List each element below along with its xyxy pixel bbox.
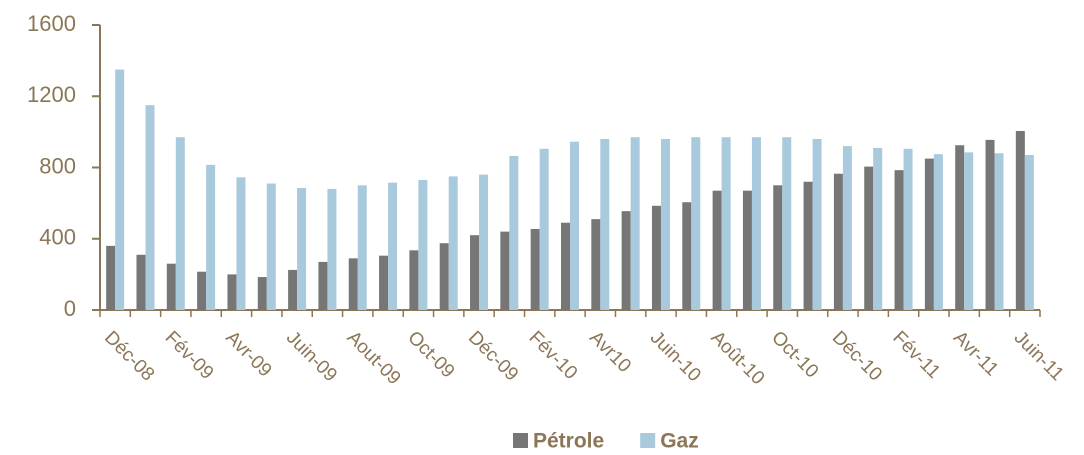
bar bbox=[166, 263, 176, 310]
bar bbox=[448, 176, 458, 310]
bar bbox=[903, 148, 913, 310]
bar bbox=[894, 170, 904, 310]
x-tick-label: Avr-09 bbox=[221, 327, 275, 381]
legend-label: Pétrole bbox=[533, 430, 604, 453]
bar bbox=[530, 228, 540, 310]
x-tick-label: Juin-11 bbox=[1010, 327, 1068, 385]
bar bbox=[570, 141, 579, 310]
bar bbox=[379, 255, 389, 310]
bar bbox=[833, 173, 843, 310]
x-tick-label: Juin-09 bbox=[282, 327, 341, 386]
bar bbox=[409, 250, 419, 310]
bar bbox=[561, 222, 570, 310]
y-tick-label: 400 bbox=[39, 225, 76, 250]
bar bbox=[236, 177, 246, 310]
bar bbox=[864, 166, 874, 310]
x-tick-label: Fév-11 bbox=[888, 327, 944, 383]
bar bbox=[115, 69, 125, 310]
bar bbox=[712, 190, 722, 310]
bar bbox=[357, 185, 367, 310]
bar bbox=[1015, 130, 1025, 310]
bar bbox=[985, 139, 995, 310]
legend-swatch bbox=[513, 433, 528, 448]
y-tick-label: 1200 bbox=[27, 82, 76, 107]
bar bbox=[721, 137, 731, 310]
bar bbox=[591, 219, 601, 310]
bar bbox=[106, 245, 116, 310]
x-tick-label: Fév-09 bbox=[161, 327, 218, 384]
bar bbox=[257, 277, 267, 310]
bar bbox=[175, 137, 185, 310]
bar bbox=[924, 158, 934, 310]
bar bbox=[660, 139, 670, 310]
bar bbox=[955, 145, 965, 310]
bar bbox=[742, 190, 752, 310]
bar bbox=[933, 154, 943, 310]
bar bbox=[1024, 155, 1034, 310]
legend-label: Gaz bbox=[660, 430, 699, 453]
bar bbox=[600, 139, 610, 310]
bar bbox=[136, 254, 146, 310]
bar bbox=[266, 183, 276, 310]
bar bbox=[197, 271, 207, 310]
bar bbox=[388, 182, 398, 310]
bar bbox=[348, 258, 358, 310]
bar bbox=[621, 211, 631, 310]
bar bbox=[812, 139, 822, 310]
x-tick-label: Oct-10 bbox=[767, 327, 822, 382]
x-tick-label: Août-10 bbox=[707, 327, 769, 389]
bar bbox=[539, 148, 549, 310]
bar bbox=[297, 187, 307, 310]
bar bbox=[288, 269, 298, 310]
x-tick-label: Avr-11 bbox=[949, 327, 1002, 380]
y-tick-label: 1600 bbox=[27, 11, 76, 36]
x-tick-label: Déc-09 bbox=[464, 327, 522, 385]
bar bbox=[782, 137, 792, 310]
legend-swatch bbox=[640, 433, 656, 448]
y-tick-label: 800 bbox=[39, 153, 76, 178]
bar bbox=[479, 174, 489, 310]
bar bbox=[994, 153, 1004, 310]
bar bbox=[318, 261, 328, 310]
x-tick-label: Avr10 bbox=[585, 327, 635, 377]
bar bbox=[842, 146, 852, 310]
bar bbox=[327, 188, 337, 310]
x-tick-label: Oct-09 bbox=[403, 327, 458, 382]
bar bbox=[964, 152, 974, 310]
bar bbox=[630, 137, 640, 310]
x-tick-label: Fév-10 bbox=[525, 327, 582, 384]
x-tick-label: Déc-10 bbox=[828, 327, 886, 385]
bar bbox=[691, 137, 701, 310]
bar bbox=[500, 231, 510, 310]
x-tick-label: Juin-10 bbox=[646, 327, 705, 386]
bar bbox=[206, 164, 216, 310]
bar bbox=[803, 181, 813, 310]
bar bbox=[751, 137, 761, 310]
bar bbox=[873, 147, 883, 310]
bar bbox=[418, 179, 428, 310]
x-tick-label: Aout-09 bbox=[343, 327, 405, 389]
bar bbox=[145, 105, 155, 310]
bar bbox=[509, 155, 519, 310]
bar bbox=[227, 274, 237, 310]
y-tick-label: 0 bbox=[64, 296, 76, 321]
bar bbox=[773, 185, 783, 310]
x-tick-label: Déc-08 bbox=[100, 327, 158, 385]
bar bbox=[651, 205, 661, 310]
bar bbox=[470, 235, 480, 310]
bar bbox=[682, 202, 692, 310]
bar bbox=[439, 243, 449, 310]
